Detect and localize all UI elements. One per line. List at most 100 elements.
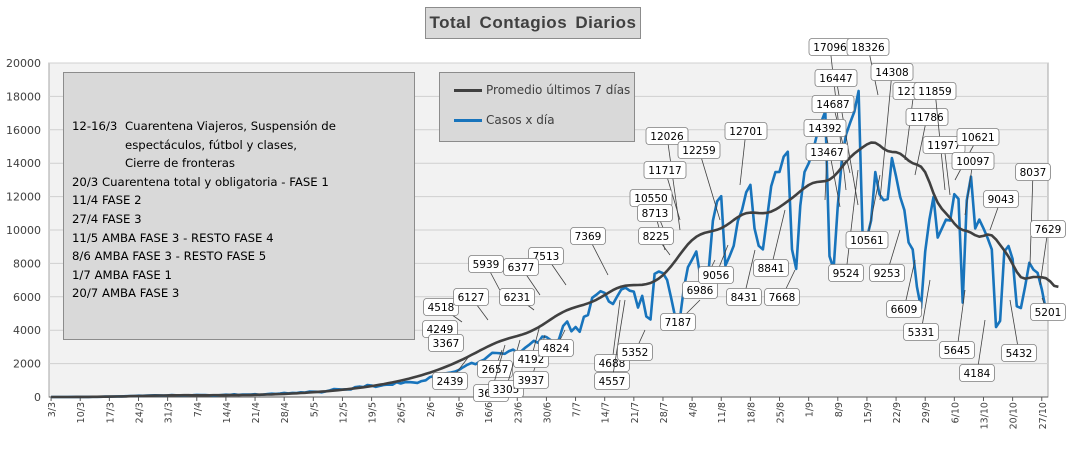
data-label-leader [824, 127, 841, 208]
data-label-box [845, 231, 889, 249]
info-box-line: 27/4 FASE 3 [72, 211, 142, 226]
x-tick-label: 8/9 [834, 402, 845, 417]
data-label-box [645, 127, 689, 145]
data-label: 18326 [851, 42, 885, 54]
y-tick-label: 6000 [13, 291, 41, 304]
data-label: 5432 [1006, 348, 1033, 360]
x-tick-label: 12/5 [338, 402, 349, 423]
data-label: 2657 [482, 364, 509, 376]
data-label-leader [666, 135, 681, 231]
data-label: 5645 [944, 345, 971, 357]
data-label: 7629 [1035, 224, 1062, 236]
data-label-box [803, 119, 847, 137]
data-label: 4184 [964, 368, 991, 380]
data-label: 12701 [729, 126, 762, 138]
data-label: 9524 [833, 268, 860, 280]
info-box-line: 12-16/3 Cuarentena Viajeros, Suspensión d… [72, 117, 414, 136]
data-label: 10550 [634, 193, 667, 205]
data-label: 9253 [874, 268, 901, 280]
data-label: 4249 [427, 324, 454, 336]
x-tick-label: 22/9 [892, 402, 903, 423]
data-label: 11717 [648, 165, 681, 177]
x-tick-label: 7/4 [193, 402, 204, 417]
data-label: 3367 [433, 338, 460, 350]
info-box-line: Cierre de fronteras [125, 156, 236, 171]
data-label-box [913, 82, 957, 100]
y-tick-label: 10000 [6, 224, 41, 237]
data-label: 3305 [493, 384, 520, 396]
data-label-box [753, 259, 789, 277]
data-label: 6609 [891, 304, 918, 316]
data-label-leader [956, 289, 966, 351]
data-label: 7513 [533, 251, 560, 263]
data-label-leader [1029, 171, 1034, 266]
data-label-box [939, 341, 975, 359]
data-label-box [477, 360, 513, 378]
x-tick-label: 15/9 [863, 402, 874, 423]
y-tick-label: 0 [34, 391, 41, 404]
data-label: 16447 [819, 73, 852, 85]
data-label: 6986 [687, 285, 714, 297]
x-tick-label: 27/10 [1038, 402, 1049, 429]
x-tick-label: 25/8 [776, 402, 787, 423]
data-label-box [870, 63, 914, 81]
data-label-box [638, 227, 674, 245]
data-label: 8037 [1020, 167, 1047, 179]
series-average-line [51, 141, 1059, 399]
legend: Promedio últimos 7 días Casos x día [439, 72, 635, 142]
data-label: 6377 [508, 262, 535, 274]
data-label-box [764, 288, 800, 306]
data-label-box [570, 227, 606, 245]
data-label-leader [1039, 228, 1049, 286]
data-label-box [956, 128, 1000, 146]
data-label: 9043 [988, 194, 1015, 206]
data-label-leader [914, 116, 928, 176]
x-tick-label: 14/4 [222, 402, 233, 423]
data-label-box [814, 69, 858, 87]
x-tick-label: 26/5 [397, 402, 408, 423]
info-box-line: 8/6 AMBA FASE 3 - RESTO FASE 5 [72, 249, 267, 264]
data-label: 11786 [910, 112, 944, 124]
data-label-box [726, 288, 762, 306]
data-label: 6231 [504, 292, 531, 304]
legend-label-daily: Casos x día [486, 113, 555, 127]
x-tick-label: 9/6 [455, 402, 466, 417]
data-label-box [903, 323, 939, 341]
data-label: 13467 [810, 147, 843, 159]
y-axis: 0 2000 4000 6000 8000 10000 12000 14000 16000 180… [6, 57, 41, 404]
data-label-box [828, 264, 864, 282]
info-box-date: 12-16/3 [72, 119, 118, 133]
data-label: 11859 [918, 86, 951, 98]
data-label: 7668 [769, 292, 796, 304]
data-label: 7369 [575, 231, 602, 243]
chart-title: Total Contagios Diarios [425, 7, 641, 39]
data-label: 5331 [908, 327, 935, 339]
data-labels: 17096 18326 14308 16447 14687 14392 12701 13467… [422, 38, 1066, 402]
y-tick-label: 20000 [6, 57, 41, 70]
data-label-box [1015, 163, 1051, 181]
legend-swatch-daily [454, 118, 482, 122]
x-tick-label: 1/9 [805, 402, 816, 417]
y-tick-label: 16000 [6, 124, 41, 137]
data-label-leader [964, 160, 974, 216]
data-label-box [724, 122, 768, 140]
legend-item-average: Promedio últimos 7 días [454, 83, 630, 97]
x-tick-label: 20/10 [1009, 402, 1020, 429]
x-tick-label: 31/3 [164, 402, 175, 423]
info-box-line: 20/3 Cuarentena total y obligatoria - FA… [72, 174, 329, 189]
data-label: 4824 [543, 343, 570, 355]
measures-info-box: 12-16/3 Cuarentena Viajeros, Suspensión d… [63, 72, 415, 340]
x-tick-label: 16/6 [484, 402, 495, 423]
x-tick-label: 21/7 [630, 402, 641, 423]
data-label: 8841 [758, 263, 785, 275]
legend-swatch-average [454, 88, 482, 92]
data-label-box [643, 161, 687, 179]
data-label-leader [832, 103, 851, 174]
data-label-leader [739, 130, 747, 186]
x-tick-label: 18/8 [746, 402, 757, 423]
y-tick-label: 12000 [6, 191, 41, 204]
y-tick-label: 4000 [13, 324, 41, 337]
data-label-leader [845, 169, 859, 274]
x-tick-label: 6/10 [950, 402, 961, 423]
data-label-box [503, 258, 539, 276]
